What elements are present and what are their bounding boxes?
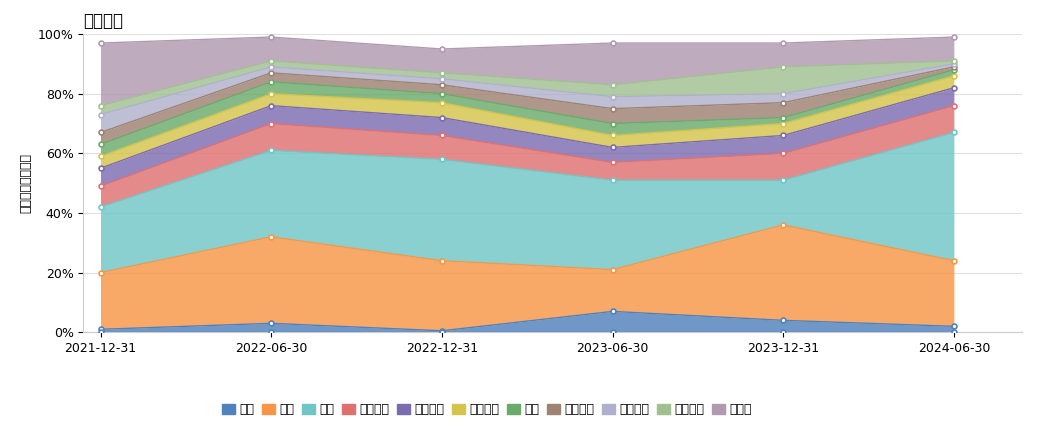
Y-axis label: 占股票投资市值比: 占股票投资市值比 xyxy=(19,153,32,213)
Legend: 能源, 材料, 工业, 可选消费, 日常消费, 医疗保健, 金融, 信息技术, 电信服务, 公用事业, 房地产: 能源, 材料, 工业, 可选消费, 日常消费, 医疗保健, 金融, 信息技术, … xyxy=(217,398,757,421)
Text: 行业占比: 行业占比 xyxy=(83,12,123,30)
